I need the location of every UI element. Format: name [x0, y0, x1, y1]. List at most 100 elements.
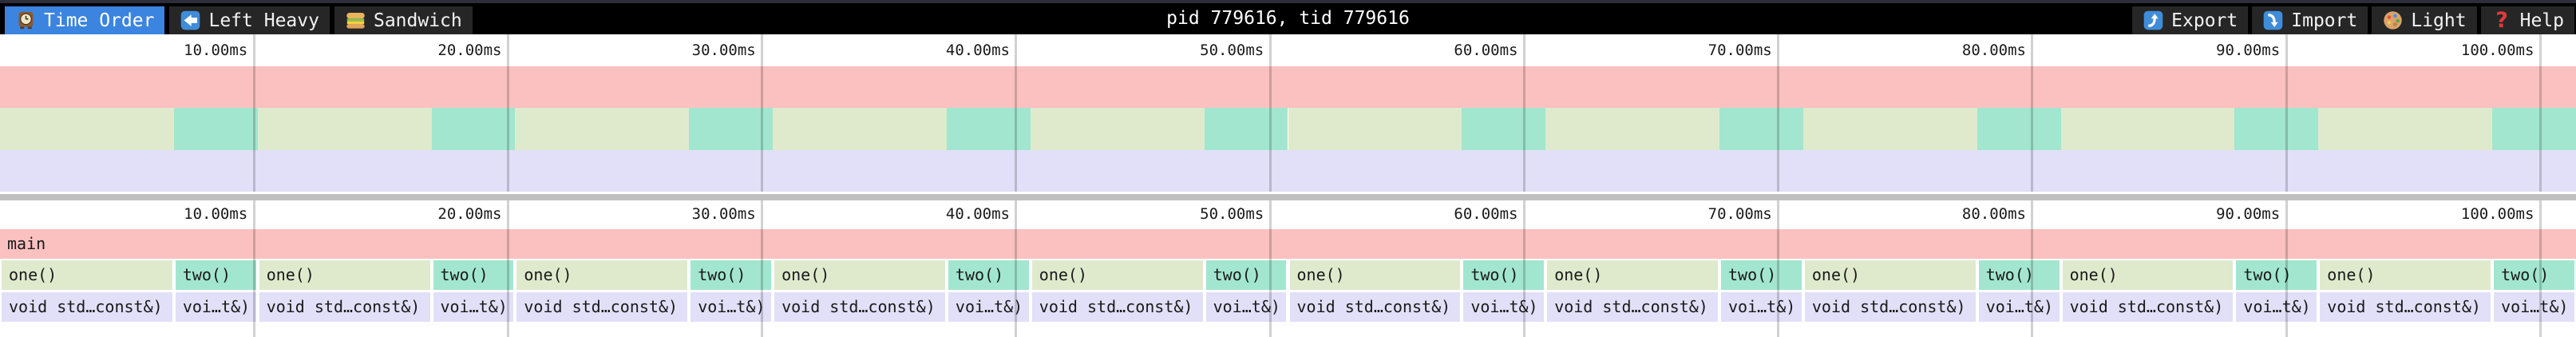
import-button[interactable]: Import — [2252, 6, 2368, 34]
minimap-block-one — [2318, 108, 2493, 150]
flame-frame-two[interactable]: two() — [1463, 260, 1545, 290]
minimap-block-one — [1802, 108, 1977, 150]
flame-frame-two-child[interactable]: voi…t&) — [1721, 292, 1802, 322]
time-axis-label: 70.00ms — [1707, 42, 1772, 59]
minimap[interactable]: 10.00ms 20.00ms 30.00ms 40.00ms 50.00ms 60.00… — [0, 34, 2576, 192]
clock-icon — [15, 10, 37, 31]
time-axis-label: 100.00ms — [2460, 42, 2534, 59]
minimap-block-one — [0, 108, 174, 150]
flame-frame-one-child[interactable]: void std…const&) — [774, 292, 945, 322]
flame-frame-one-child[interactable]: void std…const&) — [1547, 292, 1718, 322]
time-axis-label: 50.00ms — [1200, 205, 1264, 223]
time-axis-label: 80.00ms — [1961, 42, 2026, 59]
flame-frame-two-child[interactable]: voi…t&) — [948, 292, 1029, 322]
flame-frame-main[interactable]: main — [0, 229, 2576, 259]
flame-row-one-two: one() two() one() two() one() two() one() two()… — [0, 260, 2576, 290]
tab-sandwich[interactable]: Sandwich — [334, 6, 473, 34]
minimap-block-two — [1977, 108, 2061, 150]
flame-frame-one[interactable]: one() — [2320, 260, 2491, 290]
window-title: pid 779616, tid 779616 — [1166, 8, 1410, 29]
flame-frame-two-child[interactable]: voi…t&) — [2236, 292, 2317, 322]
flame-frame-two[interactable]: two() — [2236, 260, 2317, 290]
flame-frame-one[interactable]: one() — [1804, 260, 1976, 290]
flamechart[interactable]: main one() two() one() two() one() two() one()… — [0, 200, 2576, 337]
flame-frame-two-child[interactable]: voi…t&) — [1205, 292, 1287, 322]
flame-frame-one[interactable]: one() — [1547, 260, 1718, 290]
flame-frame-two[interactable]: two() — [433, 260, 514, 290]
flame-frame-one-child[interactable]: void std…const&) — [2062, 292, 2234, 322]
action-label: Light — [2411, 10, 2467, 31]
tab-time-order[interactable]: Time Order — [5, 6, 165, 34]
flame-frame-one[interactable]: one() — [774, 260, 945, 290]
sandwich-icon — [345, 10, 366, 31]
export-button[interactable]: Export — [2132, 6, 2249, 34]
action-bar: Export Import Light ? Help — [2132, 6, 2574, 34]
minimap-block-two — [1204, 108, 1288, 150]
flame-frame-one-child[interactable]: void std…const&) — [1289, 292, 1461, 322]
flame-frame-one-child[interactable]: void std…const&) — [516, 292, 688, 322]
flame-frame-two[interactable]: two() — [948, 260, 1029, 290]
theme-button[interactable]: Light — [2372, 6, 2477, 34]
minimap-block-one — [257, 108, 432, 150]
flame-frame-one-child[interactable]: void std…const&) — [2320, 292, 2491, 322]
export-arrow-icon — [2143, 10, 2164, 31]
flame-frame-two-child[interactable]: voi…t&) — [175, 292, 256, 322]
time-axis-label: 90.00ms — [2216, 42, 2281, 59]
tab-label: Left Heavy — [208, 10, 319, 31]
time-axis-label: 90.00ms — [2216, 205, 2281, 223]
flame-frame-one-child[interactable]: void std…const&) — [259, 292, 430, 322]
flame-frame-one[interactable]: one() — [1289, 260, 1461, 290]
flame-frame-one-child[interactable]: void std…const&) — [2, 292, 172, 322]
view-mode-tabs: Time Order Left Heavy Sandwich — [5, 6, 473, 34]
flame-frame-one[interactable]: one() — [2062, 260, 2234, 290]
flame-frame-two[interactable]: two() — [1978, 260, 2060, 290]
flame-frame-one[interactable]: one() — [1031, 260, 1203, 290]
flame-frame-two-child[interactable]: voi…t&) — [2494, 292, 2574, 322]
time-axis-label: 10.00ms — [184, 42, 248, 59]
left-arrow-icon — [180, 10, 201, 31]
action-label: Help — [2519, 10, 2564, 31]
minimap-block-two — [2234, 108, 2319, 150]
time-axis-label: 50.00ms — [1200, 42, 1264, 59]
tab-label: Sandwich — [373, 10, 462, 31]
minimap-block-two — [1719, 108, 1803, 150]
flame-frame-one-child[interactable]: void std…const&) — [1804, 292, 1976, 322]
flame-frame-two[interactable]: two() — [690, 260, 772, 290]
flame-frame-one-child[interactable]: void std…const&) — [1031, 292, 1203, 322]
tab-left-heavy[interactable]: Left Heavy — [169, 6, 330, 34]
help-button[interactable]: ? Help — [2480, 6, 2574, 34]
flame-frame-one[interactable]: one() — [2, 260, 172, 290]
minimap-block-two — [431, 108, 516, 150]
minimap-block-one — [1030, 108, 1205, 150]
flame-frame-one[interactable]: one() — [516, 260, 688, 290]
import-arrow-icon — [2262, 10, 2284, 31]
minimap-block-two — [2492, 108, 2576, 150]
minimap-block-one — [2060, 108, 2235, 150]
flame-frame-two[interactable]: two() — [175, 260, 256, 290]
time-axis-label: 100.00ms — [2460, 205, 2534, 223]
flame-frame-two-child[interactable]: voi…t&) — [433, 292, 514, 322]
flame-frame-one[interactable]: one() — [259, 260, 430, 290]
minimap-block-two — [1462, 108, 1546, 150]
flame-frame-two-child[interactable]: voi…t&) — [1463, 292, 1545, 322]
time-axis-label: 30.00ms — [691, 205, 756, 223]
minimap-block-one — [515, 108, 690, 150]
flame-row-children: void std…const&) voi…t&) void std…const&) v… — [0, 292, 2576, 322]
minimap-block-two — [173, 108, 258, 150]
flame-frame-two[interactable]: two() — [1205, 260, 1287, 290]
minimap-block-one — [1288, 108, 1462, 150]
time-axis-label: 20.00ms — [437, 42, 502, 59]
time-axis-label: 40.00ms — [945, 205, 1010, 223]
palette-icon — [2382, 10, 2404, 31]
minimap-block-one — [1545, 108, 1719, 150]
time-axis-label: 30.00ms — [691, 42, 756, 59]
flame-frame-two[interactable]: two() — [2494, 260, 2574, 290]
time-axis-label: 80.00ms — [1961, 205, 2026, 223]
minimap-block-two — [689, 108, 774, 150]
window-top-edge — [0, 0, 2576, 3]
flame-frame-two[interactable]: two() — [1721, 260, 1802, 290]
flame-frame-two-child[interactable]: voi…t&) — [690, 292, 772, 322]
resize-divider[interactable] — [0, 194, 2576, 200]
flame-frame-two-child[interactable]: voi…t&) — [1978, 292, 2060, 322]
